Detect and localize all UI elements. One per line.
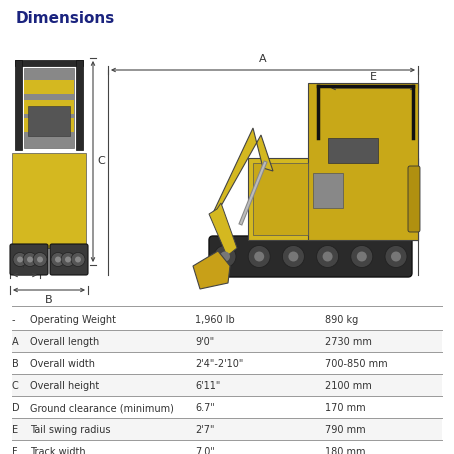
Circle shape — [351, 246, 373, 267]
Text: Ground clearance (minimum): Ground clearance (minimum) — [30, 403, 174, 413]
Text: 790 mm: 790 mm — [325, 425, 365, 435]
Polygon shape — [193, 251, 230, 289]
Text: -: - — [12, 315, 15, 325]
Bar — [12, 440, 442, 454]
Circle shape — [214, 246, 236, 267]
Text: A: A — [12, 337, 19, 347]
Text: 2100 mm: 2100 mm — [325, 381, 372, 391]
Text: B: B — [45, 295, 53, 305]
Text: Overall width: Overall width — [30, 359, 95, 369]
Polygon shape — [213, 128, 273, 213]
Bar — [15, 60, 83, 66]
Circle shape — [37, 257, 43, 262]
Circle shape — [282, 246, 304, 267]
Circle shape — [17, 257, 23, 262]
Text: 890 kg: 890 kg — [325, 315, 358, 325]
Text: D: D — [66, 252, 74, 262]
Bar — [12, 418, 442, 440]
Bar — [12, 330, 442, 352]
Text: D: D — [12, 403, 20, 413]
Text: 700-850 mm: 700-850 mm — [325, 359, 388, 369]
Text: C: C — [12, 381, 19, 391]
Bar — [24, 68, 74, 148]
Circle shape — [385, 246, 407, 267]
Polygon shape — [209, 203, 237, 256]
Bar — [28, 106, 70, 136]
Bar — [24, 118, 74, 132]
Text: E: E — [12, 425, 18, 435]
Text: Tail swing radius: Tail swing radius — [30, 425, 110, 435]
Circle shape — [316, 246, 339, 267]
Text: C: C — [97, 157, 105, 167]
Text: 2730 mm: 2730 mm — [325, 337, 372, 347]
Text: 2'4"-2'10": 2'4"-2'10" — [195, 359, 243, 369]
Circle shape — [33, 252, 47, 266]
Bar — [313, 173, 343, 208]
Bar — [253, 163, 308, 235]
Text: Operating Weight: Operating Weight — [30, 315, 116, 325]
Bar — [12, 396, 442, 418]
Circle shape — [288, 252, 298, 262]
FancyBboxPatch shape — [209, 236, 412, 277]
Circle shape — [23, 252, 37, 266]
Text: 180 mm: 180 mm — [325, 447, 365, 454]
Text: 170 mm: 170 mm — [325, 403, 365, 413]
Text: 6'11": 6'11" — [195, 381, 220, 391]
Text: Dimensions: Dimensions — [16, 11, 115, 26]
Bar — [76, 60, 83, 150]
Circle shape — [51, 252, 65, 266]
FancyBboxPatch shape — [50, 244, 88, 275]
Circle shape — [55, 257, 61, 262]
Circle shape — [220, 252, 230, 262]
Circle shape — [254, 252, 264, 262]
Text: Overall height: Overall height — [30, 381, 99, 391]
Bar — [24, 80, 74, 94]
Text: 7.0": 7.0" — [195, 447, 215, 454]
Bar — [12, 308, 442, 330]
Circle shape — [391, 252, 401, 262]
Text: 9'0": 9'0" — [195, 337, 214, 347]
Circle shape — [71, 252, 85, 266]
Bar — [328, 138, 378, 163]
Circle shape — [357, 252, 367, 262]
Bar — [15, 60, 22, 150]
Text: A: A — [259, 54, 267, 64]
Text: Track width: Track width — [30, 447, 86, 454]
FancyBboxPatch shape — [10, 244, 48, 275]
Text: Overall length: Overall length — [30, 337, 99, 347]
Circle shape — [248, 246, 270, 267]
Bar — [12, 153, 86, 248]
Text: 2'7": 2'7" — [195, 425, 214, 435]
Bar — [24, 100, 74, 114]
FancyBboxPatch shape — [408, 166, 420, 232]
Bar — [12, 352, 442, 374]
Text: F: F — [22, 260, 28, 270]
Bar — [12, 374, 442, 396]
Circle shape — [323, 252, 333, 262]
Circle shape — [61, 252, 75, 266]
Bar — [248, 158, 418, 240]
Bar — [308, 83, 418, 240]
Text: E: E — [370, 72, 376, 82]
Circle shape — [13, 252, 27, 266]
Text: 1,960 lb: 1,960 lb — [195, 315, 235, 325]
Circle shape — [27, 257, 33, 262]
Text: F: F — [12, 447, 18, 454]
Text: B: B — [12, 359, 19, 369]
Circle shape — [75, 257, 81, 262]
Text: 6.7": 6.7" — [195, 403, 215, 413]
Circle shape — [65, 257, 71, 262]
